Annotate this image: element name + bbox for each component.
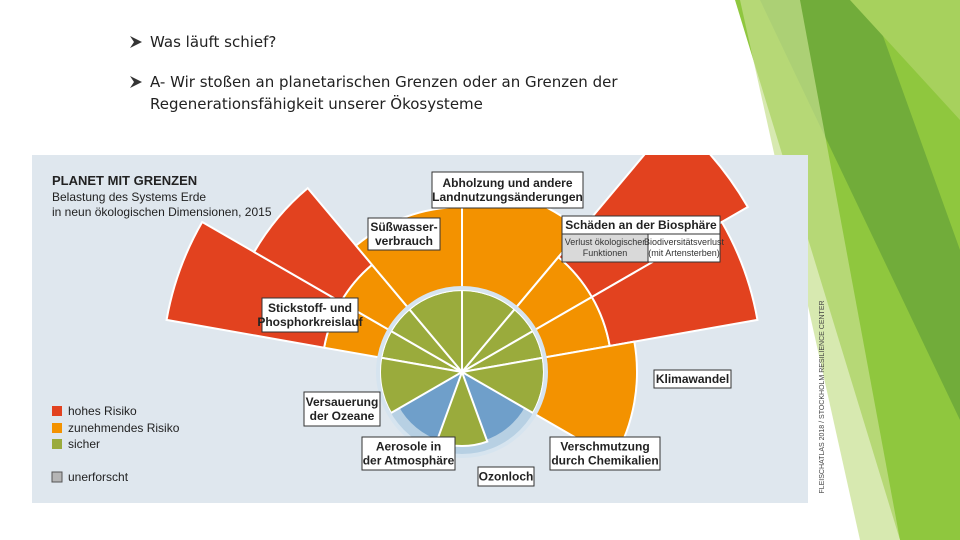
green-shape [740,0,900,540]
bullet-marker [130,36,142,48]
label-box [477,466,535,487]
dimension-label: Aerosole in [376,440,441,454]
legend-label: hohes Risiko [68,404,137,418]
legend-swatch [52,423,62,433]
wedge [379,356,465,415]
dimension-label: Landnutzungsänderungen [432,190,583,204]
sub-box [561,233,649,263]
legend-label: sicher [68,437,100,451]
dimension-label: Abholzung und andere [443,176,573,190]
bullet: A- Wir stoßen an planetarischen Grenzen … [150,73,618,113]
subtitle: in neun ökologischen Dimensionen, 2015 [52,205,272,219]
label-box [653,369,732,389]
sub-label: Funktionen [583,248,628,258]
legend-swatch [52,406,62,416]
dimension-label: Schäden an der Biosphäre [565,218,717,232]
dimension-label: verbrauch [375,234,433,248]
label-box [549,436,661,471]
bullet: Was läuft schief? [150,33,277,51]
label-box [367,217,441,251]
subtitle: Belastung des Systems Erde [52,190,206,204]
dimension-label: Verschmutzung [560,440,649,454]
title: PLANET MIT GRENZEN [52,173,197,188]
legend-label: unerforscht [68,470,129,484]
legend-label: zunehmendes Risiko [68,421,180,435]
dimension-label: Phosphorkreislauf [257,315,363,329]
label-box [361,436,456,471]
bullet-marker [130,76,142,88]
sub-label: Verlust ökologischer [565,237,646,247]
sub-label: (mit Artensterben) [648,248,720,258]
dimension-label: Ozonloch [479,470,534,484]
label-box [303,391,381,427]
dimension-label: durch Chemikalien [551,454,658,468]
dimension-label: der Ozeane [310,409,375,423]
green-shape [850,0,960,120]
dimension-label: Stickstoff- und [268,301,352,315]
legend-swatch [51,471,63,483]
label-box [431,171,584,209]
label-box [261,297,359,333]
dimension-label: Versauerung [306,395,379,409]
legend-swatch [52,439,62,449]
wedge [252,186,374,304]
dimension-label: Klimawandel [656,372,729,386]
credit: FLEISCHATLAS 2018 / STOCKHOLM RESILIENCE… [819,300,826,493]
rose [165,155,759,461]
sub-box [647,233,721,263]
safe-boundary [376,286,548,458]
sub-label: Biodiversitätsverlust [644,237,725,247]
dimension-label: der Atmosphäre [363,454,455,468]
dimension-label: Süßwasser- [370,220,437,234]
